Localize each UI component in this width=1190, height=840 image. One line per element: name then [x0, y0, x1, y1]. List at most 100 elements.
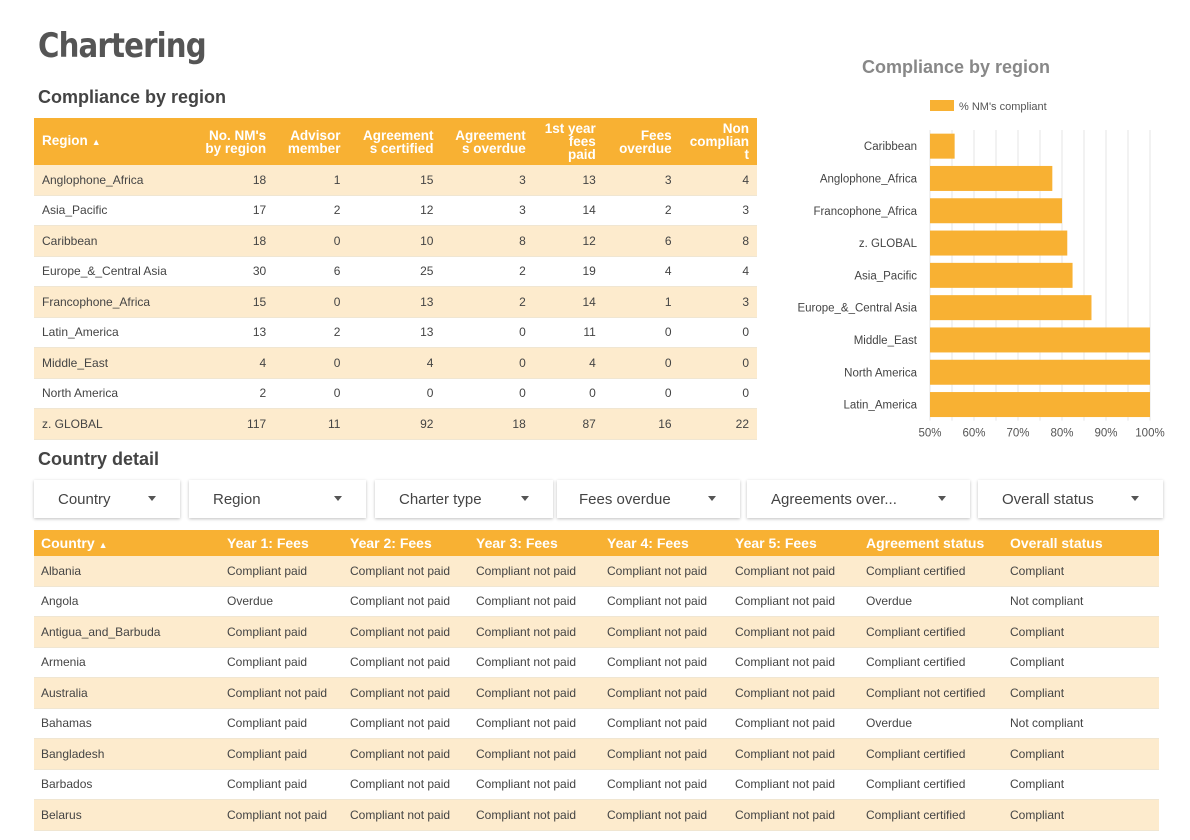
chevron-down-icon: [334, 496, 342, 501]
chevron-down-icon: [1131, 496, 1139, 501]
agreements-overdue-filter[interactable]: Agreements over...: [747, 480, 970, 518]
status-cell: Compliant not paid: [600, 708, 728, 739]
status-cell: Compliant not paid: [343, 677, 469, 709]
country-col-header-1[interactable]: Year 1: Fees: [220, 530, 343, 556]
overall-status-filter[interactable]: Overall status: [978, 480, 1163, 518]
status-cell: Compliant not paid: [600, 616, 728, 648]
value-cell: 13: [176, 317, 275, 348]
table-row[interactable]: Australia Compliant not paid Compliant not…: [34, 677, 1159, 709]
status-cell: Compliant: [1003, 799, 1159, 831]
country-name-cell: Barbados: [34, 769, 220, 800]
value-cell: 12: [348, 195, 442, 226]
region-col-header-7[interactable]: Non complian t: [679, 118, 757, 165]
category-label: Francophone_Africa: [813, 206, 917, 218]
x-tick-label: 60%: [962, 428, 985, 440]
region-filter[interactable]: Region: [189, 480, 366, 518]
region-col-header-2[interactable]: Advisor member: [274, 118, 349, 165]
status-cell: Compliant not paid: [220, 677, 343, 709]
table-row[interactable]: z. GLOBAL 117 11 92 18 87 16 22: [34, 408, 757, 440]
x-tick-label: 100%: [1135, 428, 1164, 440]
status-cell: Compliant not paid: [728, 677, 859, 709]
status-cell: Compliant not paid: [469, 616, 600, 648]
region-col-header-1[interactable]: No. NM's by region: [176, 118, 275, 165]
value-cell: 0: [603, 347, 680, 379]
value-cell: 14: [533, 195, 604, 226]
table-row[interactable]: Barbados Compliant paid Compliant not paid…: [34, 769, 1159, 800]
charter-type-filter[interactable]: Charter type: [375, 480, 553, 518]
value-cell: 0: [679, 347, 757, 379]
status-cell: Compliant not paid: [728, 769, 859, 800]
table-row[interactable]: Caribbean 18 0 10 8 12 6 8: [34, 225, 757, 257]
table-row[interactable]: Bahamas Compliant paid Compliant not paid C…: [34, 708, 1159, 739]
header-label: overdue: [619, 140, 672, 156]
table-row[interactable]: Anglophone_Africa 18 1 15 3 13 3 4: [34, 165, 757, 196]
table-row[interactable]: Latin_America 13 2 13 0 11 0 0: [34, 317, 757, 348]
country-filter[interactable]: Country: [34, 480, 180, 518]
status-cell: Compliant not paid: [343, 799, 469, 831]
value-cell: 2: [274, 317, 349, 348]
value-cell: 0: [274, 347, 349, 379]
table-row[interactable]: Antigua_and_Barbuda Compliant paid Complia…: [34, 616, 1159, 648]
status-cell: Compliant paid: [220, 556, 343, 587]
country-col-header-3[interactable]: Year 3: Fees: [469, 530, 600, 556]
table-row[interactable]: Albania Compliant paid Compliant not paid C…: [34, 556, 1159, 587]
status-cell: Compliant not paid: [469, 738, 600, 770]
table-row[interactable]: Francophone_Africa 15 0 13 2 14 1 3: [34, 286, 757, 318]
region-col-header-4[interactable]: Agreement s overdue: [441, 118, 534, 165]
bar: [930, 198, 1062, 224]
value-cell: 0: [274, 378, 349, 409]
status-cell: Compliant not paid: [343, 586, 469, 617]
table-row[interactable]: Europe_&_Central Asia 30 6 25 2 19 4 4: [34, 256, 757, 287]
region-col-header-6[interactable]: Fees overdue: [603, 118, 680, 165]
country-detail-table: Country ▲ Year 1: Fees Year 2: Fees Year 3: …: [34, 530, 1159, 831]
category-label: Caribbean: [864, 141, 917, 153]
country-col-header-5[interactable]: Year 5: Fees: [728, 530, 859, 556]
sort-ascending-icon[interactable]: ▲: [91, 137, 101, 147]
country-col-header-6[interactable]: Agreement status: [859, 530, 1003, 556]
region-col-header-3[interactable]: Agreement s certified: [348, 118, 442, 165]
header-label: Year 2: Fees: [350, 535, 432, 551]
value-cell: 6: [274, 256, 349, 287]
country-col-header-7[interactable]: Overall status: [1003, 530, 1159, 556]
country-col-header-4[interactable]: Year 4: Fees: [600, 530, 728, 556]
table-row[interactable]: Middle_East 4 0 4 0 4 0 0: [34, 347, 757, 379]
value-cell: 4: [348, 347, 442, 379]
country-name-cell: Bangladesh: [34, 738, 220, 770]
value-cell: 13: [348, 286, 442, 318]
status-cell: Compliant not paid: [343, 616, 469, 648]
status-cell: Compliant not paid: [343, 738, 469, 770]
header-label: No. NM's: [208, 127, 267, 143]
fees-overdue-filter[interactable]: Fees overdue: [557, 480, 740, 518]
country-col-header-0[interactable]: Country ▲: [34, 530, 220, 556]
country-col-header-2[interactable]: Year 2: Fees: [343, 530, 469, 556]
status-cell: Compliant not paid: [469, 556, 600, 587]
table-row[interactable]: Armenia Compliant paid Compliant not paid C…: [34, 647, 1159, 678]
table-row[interactable]: North America 2 0 0 0 0 0 0: [34, 378, 757, 409]
status-cell: Compliant certified: [859, 799, 1003, 831]
status-cell: Compliant not paid: [600, 799, 728, 831]
region-name-cell: Caribbean: [34, 225, 177, 257]
status-cell: Compliant paid: [220, 647, 343, 678]
fees-overdue-filter-label: Fees overdue: [579, 490, 671, 508]
sort-ascending-icon[interactable]: ▲: [98, 540, 108, 550]
region-filter-label: Region: [213, 490, 261, 508]
country-section-title: Country detail: [38, 449, 160, 469]
table-row[interactable]: Belarus Compliant not paid Compliant not p…: [34, 799, 1159, 831]
table-row[interactable]: Bangladesh Compliant paid Compliant not pa…: [34, 738, 1159, 770]
value-cell: 8: [679, 225, 757, 257]
status-cell: Overdue: [859, 708, 1003, 739]
header-label: Region: [42, 133, 88, 148]
country-name-cell: Australia: [34, 677, 220, 709]
header-label: s certified: [369, 140, 434, 156]
region-col-header-5[interactable]: 1st year fees paid: [533, 118, 604, 165]
value-cell: 15: [348, 165, 442, 196]
table-row[interactable]: Asia_Pacific 17 2 12 3 14 2 3: [34, 195, 757, 226]
value-cell: 4: [679, 256, 757, 287]
bar: [930, 359, 1150, 385]
value-cell: 87: [533, 408, 604, 440]
value-cell: 4: [533, 347, 604, 379]
status-cell: Compliant not paid: [343, 556, 469, 587]
region-col-header-0[interactable]: Region ▲: [34, 118, 177, 165]
table-row[interactable]: Angola Overdue Compliant not paid Compliant…: [34, 586, 1159, 617]
status-cell: Compliant not paid: [728, 647, 859, 678]
